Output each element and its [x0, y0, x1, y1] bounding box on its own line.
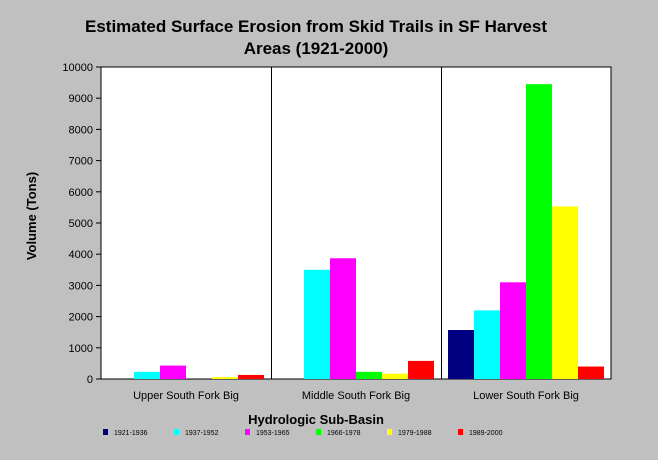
- category-dividers: [271, 67, 442, 379]
- bar: [448, 330, 474, 379]
- bar: [160, 365, 186, 379]
- bar: [212, 377, 238, 379]
- x-tick-label: Upper South Fork Big: [133, 390, 239, 402]
- legend-label: 1966-1978: [327, 430, 361, 437]
- legend-label: 1921-1936: [114, 430, 148, 437]
- bar: [238, 374, 264, 379]
- y-tick-label: 7000: [69, 156, 93, 168]
- y-axis-label: Volume (Tons): [24, 172, 39, 260]
- y-tick-label: 10000: [62, 62, 93, 74]
- legend-swatch: [245, 429, 250, 435]
- legend-swatch: [458, 429, 463, 435]
- bar: [304, 269, 330, 379]
- y-tick-label: 4000: [69, 249, 93, 261]
- legend-label: 1953-1965: [256, 430, 290, 437]
- chart-title-line: Areas (1921-2000): [244, 39, 389, 58]
- y-axis: 0 1000 2000 3000 4000 5000 6000 7000 8000 9000 100…: [62, 62, 101, 386]
- y-tick-label: 9000: [69, 93, 93, 105]
- y-tick-label: 1000: [69, 343, 93, 355]
- bar: [330, 258, 356, 379]
- legend-swatch: [316, 429, 321, 435]
- y-tick-label: 2000: [69, 312, 93, 324]
- x-axis-tick-labels: Upper South Fork Big Middle South Fork Bi…: [133, 390, 579, 402]
- y-tick-label: 6000: [69, 187, 93, 199]
- bar: [356, 371, 382, 379]
- legend-swatch: [103, 429, 108, 435]
- bar: [552, 206, 578, 379]
- bar: [408, 360, 434, 379]
- bar: [134, 371, 160, 379]
- bar: [500, 282, 526, 379]
- chart-title: Estimated Surface Erosion from Skid Trai…: [85, 17, 547, 58]
- legend-label: 1989-2000: [469, 430, 503, 437]
- bar: [382, 373, 408, 379]
- x-tick-label: Middle South Fork Big: [302, 390, 410, 402]
- y-tick-label: 0: [87, 374, 93, 386]
- y-tick-label: 5000: [69, 218, 93, 230]
- legend-swatch: [174, 429, 179, 435]
- legend: 1921-1936 1937-1952 1953-1965 1966-1978 1979…: [103, 429, 503, 437]
- chart-title-line: Estimated Surface Erosion from Skid Trai…: [85, 17, 547, 36]
- y-tick-label: 3000: [69, 280, 93, 292]
- y-tick-label: 8000: [69, 124, 93, 136]
- legend-label: 1937-1952: [185, 430, 219, 437]
- bars: [134, 84, 604, 379]
- x-axis-label: Hydrologic Sub-Basin: [248, 412, 384, 427]
- bar: [578, 366, 604, 379]
- bar: [474, 310, 500, 379]
- bar: [526, 84, 552, 379]
- legend-label: 1979-1988: [398, 430, 432, 437]
- x-tick-label: Lower South Fork Big: [473, 390, 579, 402]
- legend-swatch: [387, 429, 392, 435]
